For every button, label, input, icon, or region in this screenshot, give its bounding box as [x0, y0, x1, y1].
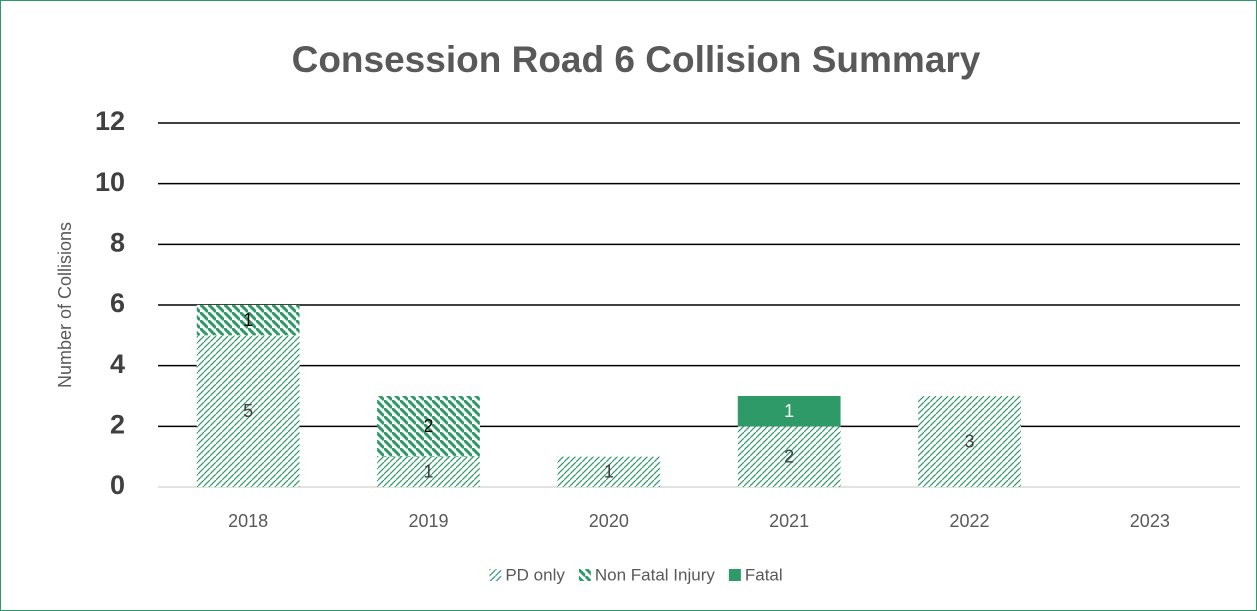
legend-swatch: [578, 569, 591, 581]
data-label: 5: [243, 401, 253, 421]
legend-label: Fatal: [745, 565, 783, 584]
bar-segment: [737, 396, 841, 427]
y-tick-label: 8: [110, 227, 125, 257]
data-label: 3: [964, 431, 974, 451]
data-label: 1: [784, 401, 794, 421]
data-label: 2: [784, 446, 794, 466]
bar-segment: [377, 396, 480, 457]
legend-label: PD only: [505, 565, 565, 584]
y-tick-label: 4: [110, 349, 125, 379]
y-tick-label: 2: [110, 409, 125, 439]
x-tick-label: 2018: [228, 511, 268, 531]
x-tick-label: 2023: [1130, 511, 1170, 531]
data-label: 2: [423, 416, 433, 436]
bar-segment: [196, 335, 300, 487]
y-tick-label: 12: [95, 106, 125, 136]
bar-segment: [196, 305, 300, 336]
chart-title: Consession Road 6 Collision Summary: [292, 39, 981, 80]
y-tick-label: 10: [95, 167, 125, 197]
data-label: 1: [604, 462, 614, 482]
y-axis-label: Number of Collisions: [55, 222, 75, 388]
x-tick-label: 2019: [408, 511, 448, 531]
bar-segment: [737, 426, 841, 487]
legend-swatch: [728, 569, 741, 581]
bar-segment: [557, 456, 661, 487]
legend-swatch: [489, 569, 502, 581]
x-tick-label: 2022: [949, 511, 989, 531]
y-tick-label: 0: [110, 470, 125, 500]
y-tick-label: 6: [110, 288, 125, 318]
data-label: 1: [423, 462, 433, 482]
x-tick-label: 2021: [769, 511, 809, 531]
x-tick-label: 2020: [589, 511, 629, 531]
bar-segment: [918, 396, 1021, 487]
data-label: 1: [243, 310, 253, 330]
legend: PD only Non Fatal Injury Fatal: [489, 565, 783, 584]
legend-label: Non Fatal Injury: [595, 565, 715, 584]
bar-segment: [377, 456, 480, 487]
